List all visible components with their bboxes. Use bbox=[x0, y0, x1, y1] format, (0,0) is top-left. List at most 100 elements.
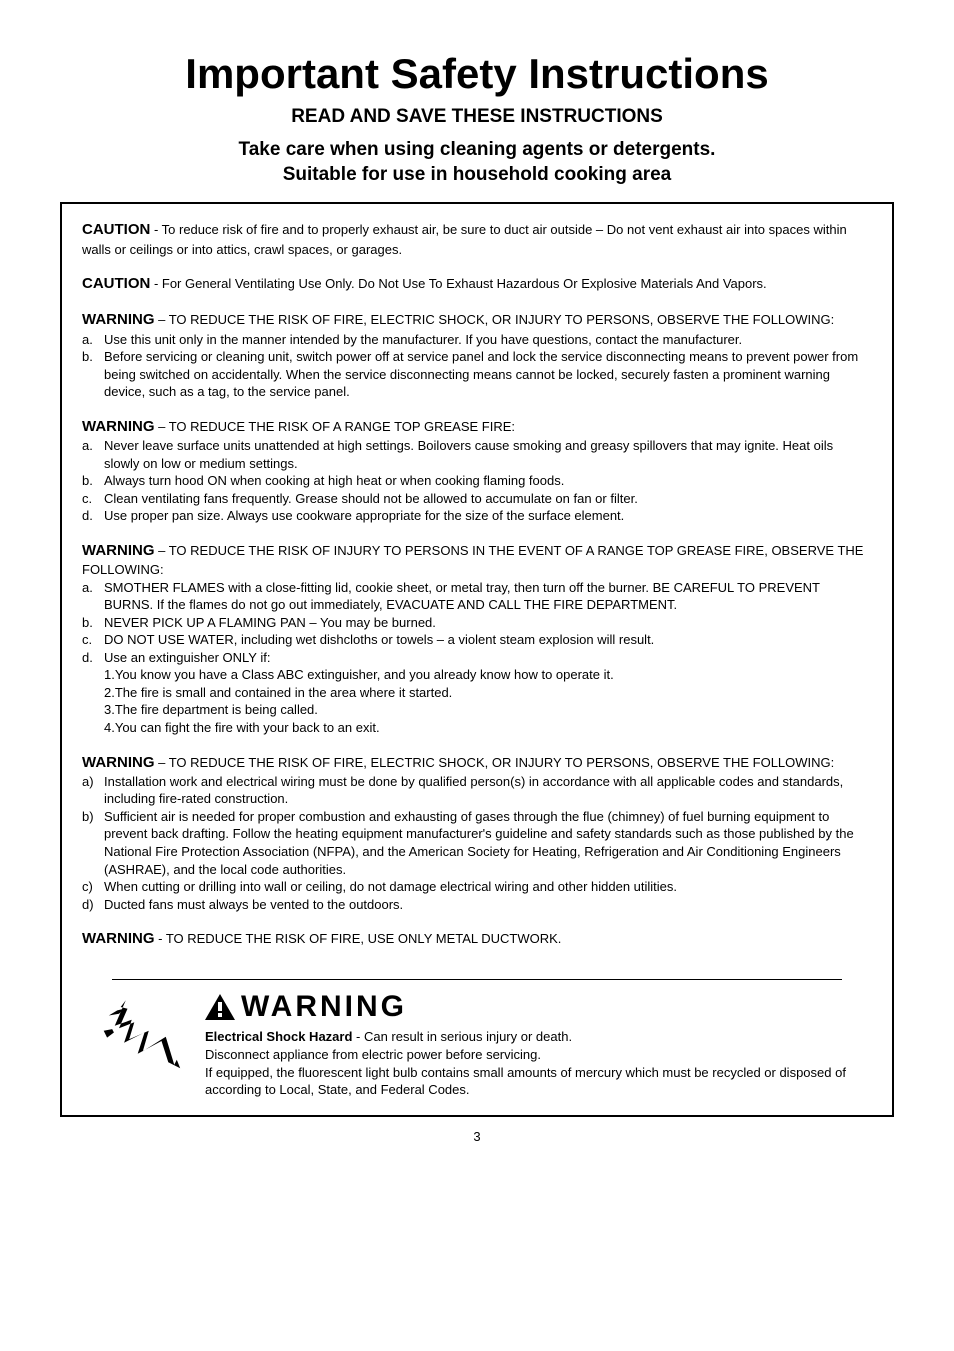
body-line1: - Can result in serious injury or death. bbox=[352, 1029, 572, 1044]
list-item: c.DO NOT USE WATER, including wet dishcl… bbox=[82, 631, 872, 649]
warning-header: WARNING – TO REDUCE THE RISK OF INJURY T… bbox=[82, 541, 872, 579]
list-item: a)Installation work and electrical wirin… bbox=[82, 773, 872, 808]
li-text: Ducted fans must always be vented to the… bbox=[104, 897, 403, 912]
page-number: 3 bbox=[60, 1129, 894, 1144]
li-marker: c. bbox=[82, 490, 104, 508]
warning-text: – TO REDUCE THE RISK OF A RANGE TOP GREA… bbox=[155, 419, 516, 434]
li-marker: a. bbox=[82, 331, 104, 349]
li-marker: b. bbox=[82, 614, 104, 632]
li-text: SMOTHER FLAMES with a close-fitting lid,… bbox=[104, 580, 820, 613]
li-marker: 4. bbox=[104, 720, 115, 735]
li-marker: b. bbox=[82, 472, 104, 490]
warning4-list: a)Installation work and electrical wirin… bbox=[82, 773, 872, 913]
warning-block-2: WARNING – TO REDUCE THE RISK OF A RANGE … bbox=[82, 417, 872, 525]
list-item: a.SMOTHER FLAMES with a close-fitting li… bbox=[82, 579, 872, 614]
li-marker: a. bbox=[82, 437, 104, 455]
li-marker: a. bbox=[82, 579, 104, 597]
li-text: Installation work and electrical wiring … bbox=[104, 774, 843, 807]
li-text: Always turn hood ON when cooking at high… bbox=[104, 473, 564, 488]
li-marker: 1. bbox=[104, 667, 115, 682]
warning-block-3: WARNING – TO REDUCE THE RISK OF INJURY T… bbox=[82, 541, 872, 737]
li-marker: c. bbox=[82, 631, 104, 649]
li-text: NEVER PICK UP A FLAMING PAN – You may be… bbox=[104, 615, 436, 630]
content-box: CAUTION - To reduce risk of fire and to … bbox=[60, 202, 894, 1116]
li-text: Use an extinguisher ONLY if: bbox=[104, 650, 270, 665]
list-item: b.Always turn hood ON when cooking at hi… bbox=[82, 472, 872, 490]
warning-label: WARNING bbox=[82, 930, 155, 947]
divider bbox=[112, 979, 842, 980]
warning-block-5: WARNING - TO REDUCE THE RISK OF FIRE, US… bbox=[82, 929, 872, 949]
warning-label: WARNING bbox=[82, 418, 155, 435]
warning3-sublist: 1.You know you have a Class ABC extingui… bbox=[82, 666, 872, 736]
list-item: 1.You know you have a Class ABC extingui… bbox=[104, 666, 872, 684]
list-item: b)Sufficient air is needed for proper co… bbox=[82, 808, 872, 878]
li-marker: 3. bbox=[104, 702, 115, 717]
list-item: b.NEVER PICK UP A FLAMING PAN – You may … bbox=[82, 614, 872, 632]
list-item: a.Use this unit only in the manner inten… bbox=[82, 331, 872, 349]
list-item: a.Never leave surface units unattended a… bbox=[82, 437, 872, 472]
subtitle-line1: Take care when using cleaning agents or … bbox=[239, 139, 716, 160]
warning3-list: a.SMOTHER FLAMES with a close-fitting li… bbox=[82, 579, 872, 667]
li-marker: b) bbox=[82, 808, 104, 826]
li-marker: a) bbox=[82, 773, 104, 791]
electric-shock-icon bbox=[102, 990, 187, 1075]
caution-block-2: CAUTION - For General Ventilating Use On… bbox=[82, 274, 872, 294]
li-text: The fire department is being called. bbox=[115, 702, 318, 717]
subtitle-read-save: READ AND SAVE THESE INSTRUCTIONS bbox=[60, 106, 894, 128]
li-marker: d. bbox=[82, 507, 104, 525]
bottom-warning-title: WARNING bbox=[205, 990, 852, 1024]
warning-text: – TO REDUCE THE RISK OF INJURY TO PERSON… bbox=[82, 543, 863, 577]
li-text: Use proper pan size. Always use cookware… bbox=[104, 508, 624, 523]
li-marker: d. bbox=[82, 649, 104, 667]
warning-header: WARNING – TO REDUCE THE RISK OF FIRE, EL… bbox=[82, 753, 872, 773]
caution-text: - For General Ventilating Use Only. Do N… bbox=[150, 276, 766, 291]
warning-block-4: WARNING – TO REDUCE THE RISK OF FIRE, EL… bbox=[82, 753, 872, 914]
list-item: 4.You can fight the fire with your back … bbox=[104, 719, 872, 737]
bottom-warning-text: WARNING Electrical Shock Hazard - Can re… bbox=[205, 990, 852, 1098]
li-text: You know you have a Class ABC extinguish… bbox=[115, 667, 614, 682]
alert-triangle-icon bbox=[205, 994, 235, 1020]
list-item: d.Use proper pan size. Always use cookwa… bbox=[82, 507, 872, 525]
li-text: When cutting or drilling into wall or ce… bbox=[104, 879, 677, 894]
li-text: You can fight the fire with your back to… bbox=[115, 720, 380, 735]
li-text: Sufficient air is needed for proper comb… bbox=[104, 809, 854, 877]
bottom-warning-section: WARNING Electrical Shock Hazard - Can re… bbox=[82, 979, 872, 1098]
bottom-warning-content: WARNING Electrical Shock Hazard - Can re… bbox=[82, 990, 872, 1098]
list-item: 3.The fire department is being called. bbox=[104, 701, 872, 719]
bottom-warning-body: Electrical Shock Hazard - Can result in … bbox=[205, 1028, 852, 1098]
body-line3: If equipped, the fluorescent light bulb … bbox=[205, 1065, 846, 1098]
warning-block-1: WARNING – TO REDUCE THE RISK OF FIRE, EL… bbox=[82, 310, 872, 400]
list-item: d)Ducted fans must always be vented to t… bbox=[82, 896, 872, 914]
list-item: c.Clean ventilating fans frequently. Gre… bbox=[82, 490, 872, 508]
warning1-list: a.Use this unit only in the manner inten… bbox=[82, 331, 872, 401]
warning-text: – TO REDUCE THE RISK OF FIRE, ELECTRIC S… bbox=[155, 312, 835, 327]
subtitle-take-care: Take care when using cleaning agents or … bbox=[60, 138, 894, 187]
li-marker: 2. bbox=[104, 685, 115, 700]
subtitle-line2: Suitable for use in household cooking ar… bbox=[283, 164, 672, 185]
shock-hazard-label: Electrical Shock Hazard bbox=[205, 1029, 352, 1044]
list-item: b.Before servicing or cleaning unit, swi… bbox=[82, 348, 872, 401]
caution-label: CAUTION bbox=[82, 221, 150, 238]
warning-label: WARNING bbox=[82, 754, 155, 771]
caution-label: CAUTION bbox=[82, 275, 150, 292]
body-line2: Disconnect appliance from electric power… bbox=[205, 1047, 541, 1062]
warning-header: WARNING – TO REDUCE THE RISK OF FIRE, EL… bbox=[82, 310, 872, 330]
li-text: DO NOT USE WATER, including wet dishclot… bbox=[104, 632, 654, 647]
warning2-list: a.Never leave surface units unattended a… bbox=[82, 437, 872, 525]
warning-header: WARNING – TO REDUCE THE RISK OF A RANGE … bbox=[82, 417, 872, 437]
list-item: d.Use an extinguisher ONLY if: bbox=[82, 649, 872, 667]
bottom-warning-title-text: WARNING bbox=[241, 990, 407, 1024]
li-text: The fire is small and contained in the a… bbox=[115, 685, 452, 700]
page-title: Important Safety Instructions bbox=[60, 50, 894, 98]
caution-text: - To reduce risk of fire and to properly… bbox=[82, 222, 847, 256]
list-item: 2.The fire is small and contained in the… bbox=[104, 684, 872, 702]
li-marker: d) bbox=[82, 896, 104, 914]
li-marker: c) bbox=[82, 878, 104, 896]
li-marker: b. bbox=[82, 348, 104, 366]
warning-label: WARNING bbox=[82, 542, 155, 559]
warning-header: WARNING - TO REDUCE THE RISK OF FIRE, US… bbox=[82, 929, 872, 949]
caution-block-1: CAUTION - To reduce risk of fire and to … bbox=[82, 220, 872, 258]
list-item: c)When cutting or drilling into wall or … bbox=[82, 878, 872, 896]
warning-label: WARNING bbox=[82, 311, 155, 328]
warning-text: – TO REDUCE THE RISK OF FIRE, ELECTRIC S… bbox=[155, 755, 835, 770]
